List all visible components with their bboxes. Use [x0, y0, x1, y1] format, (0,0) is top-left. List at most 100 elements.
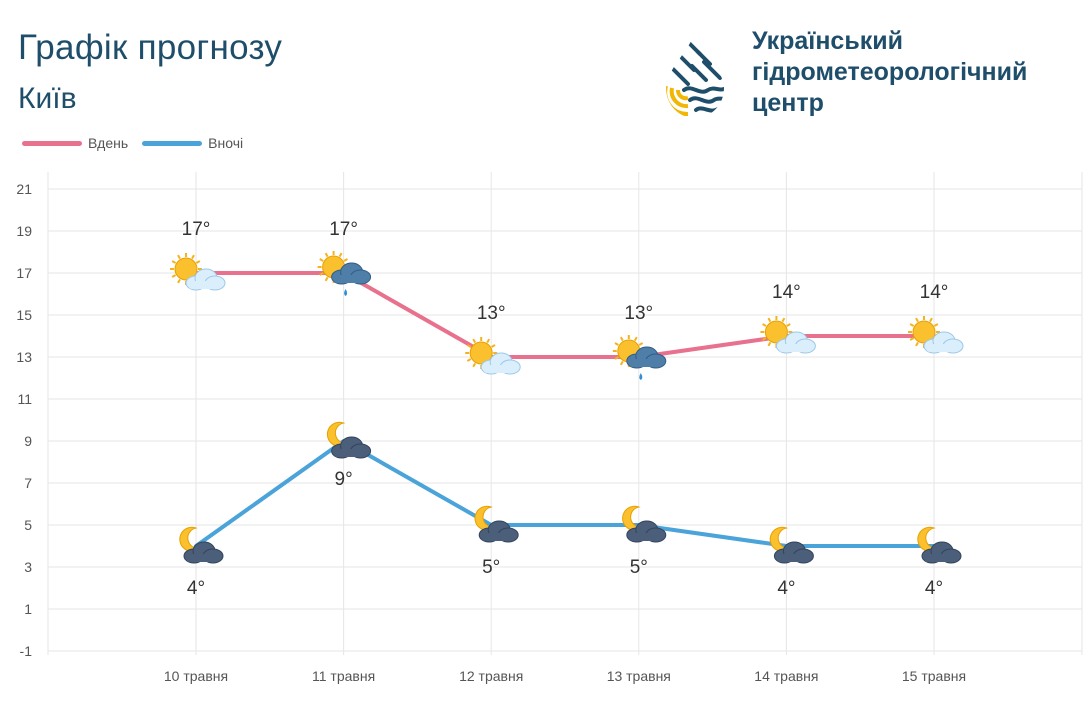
chart-legend: Вдень Вночі	[22, 135, 257, 151]
x-tick-label: 12 травня	[459, 668, 523, 684]
sun-disc	[469, 341, 493, 365]
cloud-shape	[480, 352, 521, 375]
cloud-shape	[331, 436, 372, 459]
moon-cloud-icon	[474, 505, 519, 543]
night-temp-label: 5°	[630, 557, 648, 578]
sun-ray	[324, 252, 329, 258]
sun-ray	[933, 323, 939, 327]
city-name: Київ	[18, 82, 77, 115]
y-tick-label: 7	[24, 475, 32, 491]
day-temp-label: 13°	[477, 303, 506, 324]
cloud-shape	[775, 331, 816, 354]
y-tick-label: 3	[24, 559, 32, 575]
x-tick-label: 10 травня	[164, 668, 228, 684]
cloud-base	[628, 359, 663, 367]
cloud-shape	[773, 541, 814, 564]
legend-swatch-night	[142, 140, 203, 146]
cloud-base	[778, 344, 813, 352]
sun-disc	[764, 320, 788, 344]
sun-ray	[619, 360, 624, 366]
y-tick-label: 5	[24, 517, 32, 533]
night-temp-label: 9°	[335, 469, 353, 490]
sun-ray	[633, 336, 638, 342]
sun-ray	[909, 337, 915, 341]
cloud-base	[333, 449, 368, 457]
day-temp-label: 14°	[920, 282, 949, 303]
x-tick-label: 13 травня	[607, 668, 671, 684]
cloud-shape	[626, 520, 667, 543]
cloud-base	[924, 554, 958, 562]
sun-ray	[491, 344, 496, 348]
sun-ray	[619, 336, 624, 342]
cloud-shape	[183, 541, 224, 564]
raindrop	[639, 373, 643, 380]
y-tick-label: 19	[16, 223, 32, 239]
cloud-base	[628, 533, 663, 541]
sun-ray	[177, 278, 181, 284]
night-series-line	[194, 439, 936, 548]
sun-ray	[177, 254, 181, 260]
moon-cloud-icon	[622, 505, 667, 543]
sun-ray	[343, 258, 348, 262]
sun-ray	[915, 317, 919, 323]
y-tick-label: 13	[16, 349, 32, 365]
cloud-base	[483, 365, 518, 373]
org-line-2: гідрометеорологічний	[752, 58, 1028, 86]
legend-item-day[interactable]: Вдень	[22, 135, 128, 151]
sun-ray	[909, 323, 915, 327]
forecast-chart: 21 19 17 15 13 11 9 7 5 3 1 -1 10 травня 11 травня 12 …	[16, 172, 1083, 684]
night-temp-label: 4°	[925, 578, 943, 599]
cloud-base	[333, 275, 368, 283]
moon-cloud-icon	[917, 526, 962, 564]
org-line-3: центр	[752, 89, 824, 117]
sun-ray	[171, 260, 177, 264]
legend-item-night[interactable]: Вночі	[142, 135, 243, 151]
moon-cloud-icon	[326, 421, 372, 459]
y-tick-label: 21	[16, 181, 32, 197]
cloud-base	[188, 281, 222, 289]
sun-disc	[174, 257, 198, 281]
legend-swatch-day	[22, 140, 82, 146]
sun-ray	[466, 358, 472, 362]
night-temp-label: 4°	[777, 578, 795, 599]
cloud-shape	[331, 262, 372, 285]
sun-ray	[191, 254, 195, 260]
y-tick-label: 17	[16, 265, 32, 281]
day-temp-label: 17°	[329, 219, 358, 240]
cloud-base	[926, 344, 960, 352]
legend-label-day: Вдень	[88, 135, 129, 151]
cloud-base	[186, 554, 220, 562]
x-tick-label: 11 травня	[312, 668, 375, 684]
sun-ray	[781, 317, 786, 323]
sun-ray	[171, 274, 177, 278]
x-tick-label: 14 травня	[754, 668, 818, 684]
organization-name: Український гідрометеорологічний центр	[752, 26, 1027, 119]
sun-ray	[466, 344, 472, 348]
sun-ray	[195, 260, 201, 264]
sun-ray	[319, 258, 324, 262]
sun-rain-icon	[612, 335, 667, 380]
cloud-shape	[923, 331, 964, 354]
sun-disc	[912, 320, 936, 344]
day-temp-label: 14°	[772, 282, 801, 303]
cloud-shape	[626, 346, 667, 369]
sun-ray	[767, 317, 772, 323]
y-tick-label: 1	[24, 601, 32, 617]
sun-ray	[786, 323, 791, 327]
legend-label-night: Вночі	[208, 135, 244, 151]
cloud-shape	[185, 268, 226, 291]
day-temp-label: 13°	[624, 303, 653, 324]
sun-ray	[767, 341, 772, 347]
cloud-base	[776, 554, 811, 562]
sun-cloud-icon	[465, 337, 521, 375]
sun-ray	[338, 252, 343, 258]
sun-ray	[614, 342, 619, 346]
sun-ray	[915, 341, 919, 347]
sun-ray	[929, 317, 933, 323]
sun-ray	[638, 342, 644, 346]
logo-icon	[666, 32, 724, 118]
chart-title: Графік прогнозу	[18, 28, 283, 67]
x-tick-label: 15 травня	[902, 668, 966, 684]
sun-cloud-icon	[908, 316, 964, 354]
day-temp-label: 17°	[182, 219, 211, 240]
